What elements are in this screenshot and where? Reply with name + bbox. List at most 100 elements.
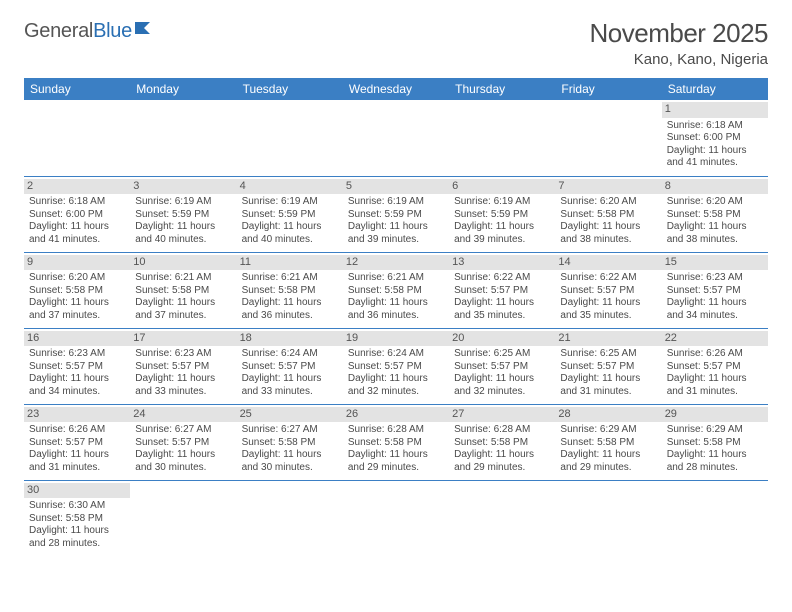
day-number: 11 [237,255,343,271]
calendar-cell: 6Sunrise: 6:19 AMSunset: 5:59 PMDaylight… [449,176,555,252]
day-detail: Sunrise: 6:28 AMSunset: 5:58 PMDaylight:… [347,424,445,474]
calendar-cell [555,100,661,176]
day-number: 13 [449,255,555,271]
day-detail: Sunrise: 6:24 AMSunset: 5:57 PMDaylight:… [347,348,445,398]
day-detail: Sunrise: 6:22 AMSunset: 5:57 PMDaylight:… [453,272,551,322]
calendar-cell: 21Sunrise: 6:25 AMSunset: 5:57 PMDayligh… [555,328,661,404]
day-number: 21 [555,331,661,347]
calendar-cell: 2Sunrise: 6:18 AMSunset: 6:00 PMDaylight… [24,176,130,252]
day-number: 23 [24,407,130,423]
calendar-cell: 1 Sunrise: 6:18 AMSunset: 6:00 PMDaylight… [662,100,768,176]
day-number: 10 [130,255,236,271]
title-block: November 2025 Kano, Kano, Nigeria [590,18,769,68]
calendar-cell: 15Sunrise: 6:23 AMSunset: 5:57 PMDayligh… [662,252,768,328]
day-number: 15 [662,255,768,271]
calendar-cell: 29Sunrise: 6:29 AMSunset: 5:58 PMDayligh… [662,404,768,480]
day-detail: Sunrise: 6:23 AMSunset: 5:57 PMDaylight:… [666,272,764,322]
day-detail: Sunrise: 6:29 AMSunset: 5:58 PMDaylight:… [666,424,764,474]
day-detail: Sunrise: 6:21 AMSunset: 5:58 PMDaylight:… [134,272,232,322]
calendar-cell: 12Sunrise: 6:21 AMSunset: 5:58 PMDayligh… [343,252,449,328]
month-title: November 2025 [590,18,769,49]
dow-header: Wednesday [343,78,449,100]
day-number: 25 [237,407,343,423]
calendar-cell: 8Sunrise: 6:20 AMSunset: 5:58 PMDaylight… [662,176,768,252]
logo: GeneralBlue [24,18,156,45]
day-detail: Sunrise: 6:23 AMSunset: 5:57 PMDaylight:… [134,348,232,398]
day-detail: Sunrise: 6:19 AMSunset: 5:59 PMDaylight:… [134,196,232,246]
dow-header: Tuesday [237,78,343,100]
day-number: 8 [662,179,768,195]
dow-header: Thursday [449,78,555,100]
day-detail: Sunrise: 6:25 AMSunset: 5:57 PMDaylight:… [559,348,657,398]
day-number: 12 [343,255,449,271]
day-detail: Sunrise: 6:25 AMSunset: 5:57 PMDaylight:… [453,348,551,398]
day-detail: Sunrise: 6:18 AMSunset: 6:00 PMDaylight:… [666,120,764,170]
day-detail: Sunrise: 6:27 AMSunset: 5:57 PMDaylight:… [134,424,232,474]
day-detail: Sunrise: 6:19 AMSunset: 5:59 PMDaylight:… [453,196,551,246]
logo-text-1: General [24,20,93,43]
calendar-cell [130,100,236,176]
day-detail: Sunrise: 6:27 AMSunset: 5:58 PMDaylight:… [241,424,339,474]
day-detail: Sunrise: 6:19 AMSunset: 5:59 PMDaylight:… [347,196,445,246]
calendar-table: SundayMondayTuesdayWednesdayThursdayFrid… [24,78,768,556]
day-detail: Sunrise: 6:26 AMSunset: 5:57 PMDaylight:… [666,348,764,398]
day-number: 18 [237,331,343,347]
day-number: 1 [662,102,768,118]
calendar-cell: 11Sunrise: 6:21 AMSunset: 5:58 PMDayligh… [237,252,343,328]
calendar-cell: 23Sunrise: 6:26 AMSunset: 5:57 PMDayligh… [24,404,130,480]
calendar-cell: 17Sunrise: 6:23 AMSunset: 5:57 PMDayligh… [130,328,236,404]
calendar-cell: 26Sunrise: 6:28 AMSunset: 5:58 PMDayligh… [343,404,449,480]
dow-header: Monday [130,78,236,100]
calendar-cell: 20Sunrise: 6:25 AMSunset: 5:57 PMDayligh… [449,328,555,404]
day-number: 29 [662,407,768,423]
day-number: 4 [237,179,343,195]
calendar-cell: 19Sunrise: 6:24 AMSunset: 5:57 PMDayligh… [343,328,449,404]
calendar-cell: 28Sunrise: 6:29 AMSunset: 5:58 PMDayligh… [555,404,661,480]
calendar-cell: 24Sunrise: 6:27 AMSunset: 5:57 PMDayligh… [130,404,236,480]
calendar-cell [555,480,661,556]
day-detail: Sunrise: 6:21 AMSunset: 5:58 PMDaylight:… [241,272,339,322]
day-detail: Sunrise: 6:21 AMSunset: 5:58 PMDaylight:… [347,272,445,322]
calendar-cell: 30Sunrise: 6:30 AMSunset: 5:58 PMDayligh… [24,480,130,556]
dow-header: Sunday [24,78,130,100]
calendar-cell: 16Sunrise: 6:23 AMSunset: 5:57 PMDayligh… [24,328,130,404]
header: GeneralBlue November 2025 Kano, Kano, Ni… [24,18,768,68]
calendar-cell: 27Sunrise: 6:28 AMSunset: 5:58 PMDayligh… [449,404,555,480]
calendar-cell [237,480,343,556]
day-number: 26 [343,407,449,423]
calendar-cell: 22Sunrise: 6:26 AMSunset: 5:57 PMDayligh… [662,328,768,404]
day-detail: Sunrise: 6:18 AMSunset: 6:00 PMDaylight:… [28,196,126,246]
day-number: 28 [555,407,661,423]
day-number: 9 [24,255,130,271]
logo-text-2: Blue [93,20,132,43]
day-number: 17 [130,331,236,347]
calendar-cell [449,480,555,556]
calendar-cell: 25Sunrise: 6:27 AMSunset: 5:58 PMDayligh… [237,404,343,480]
calendar-cell: 4Sunrise: 6:19 AMSunset: 5:59 PMDaylight… [237,176,343,252]
day-detail: Sunrise: 6:24 AMSunset: 5:57 PMDaylight:… [241,348,339,398]
day-number: 30 [24,483,130,499]
day-detail: Sunrise: 6:22 AMSunset: 5:57 PMDaylight:… [559,272,657,322]
flag-icon [134,18,156,41]
dow-header: Saturday [662,78,768,100]
calendar-body: 1 Sunrise: 6:18 AMSunset: 6:00 PMDaylight… [24,100,768,556]
calendar-cell: 14Sunrise: 6:22 AMSunset: 5:57 PMDayligh… [555,252,661,328]
day-number: 5 [343,179,449,195]
calendar-page: GeneralBlue November 2025 Kano, Kano, Ni… [0,0,792,574]
day-number: 7 [555,179,661,195]
calendar-cell: 7Sunrise: 6:20 AMSunset: 5:58 PMDaylight… [555,176,661,252]
calendar-cell [237,100,343,176]
day-detail: Sunrise: 6:29 AMSunset: 5:58 PMDaylight:… [559,424,657,474]
day-detail: Sunrise: 6:20 AMSunset: 5:58 PMDaylight:… [28,272,126,322]
calendar-cell: 13Sunrise: 6:22 AMSunset: 5:57 PMDayligh… [449,252,555,328]
day-number: 20 [449,331,555,347]
calendar-cell: 5Sunrise: 6:19 AMSunset: 5:59 PMDaylight… [343,176,449,252]
dow-header: Friday [555,78,661,100]
day-detail: Sunrise: 6:20 AMSunset: 5:58 PMDaylight:… [559,196,657,246]
calendar-cell: 3Sunrise: 6:19 AMSunset: 5:59 PMDaylight… [130,176,236,252]
calendar-cell [343,480,449,556]
day-number: 6 [449,179,555,195]
day-number: 3 [130,179,236,195]
day-detail: Sunrise: 6:26 AMSunset: 5:57 PMDaylight:… [28,424,126,474]
day-number: 22 [662,331,768,347]
